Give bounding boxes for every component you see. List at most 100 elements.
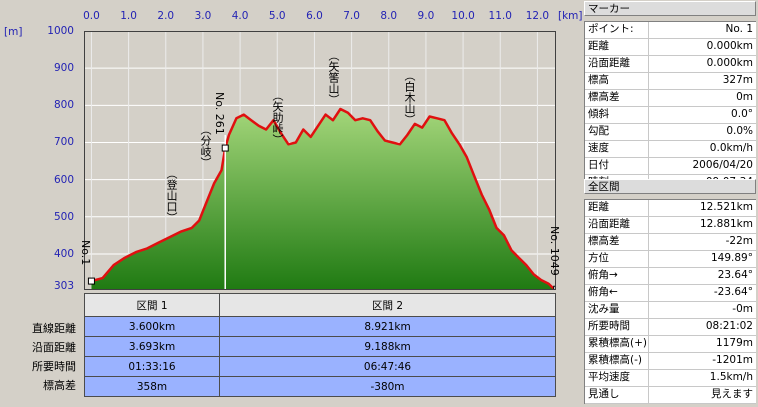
total-key: 累積標高(+) [585,336,649,352]
chart-annotation: No.1 [79,240,92,266]
y-tick-label: 600 [53,173,74,186]
waypoint-marker-1 [221,144,229,152]
total-row: 累積標高(+) 1179m [585,336,756,353]
chart-annotation: （矢助峠） [271,90,284,145]
y-tick-label: 303 [53,280,74,292]
marker-value: No. 1 [725,23,753,35]
marker-value: 0.0km/h [709,142,753,154]
row-label-duration: 所要時間 [32,360,76,373]
y-tick-label: 700 [53,136,74,149]
total-key: 見通し [585,387,649,403]
section-1-header: 区間 1 [84,293,220,317]
section-1-straight-distance: 3.600km [84,316,220,337]
x-tick-label: 6.0 [306,10,323,22]
section-2-elevation-diff: -380m [219,376,556,397]
section-table: 区間 1 区間 2 3.600km 8.921km 3.693km 9.188k… [84,293,556,397]
marker-key: 標高差 [585,90,649,106]
y-tick-label: 1000 [47,25,74,37]
total-row: 見通し 見えます [585,387,756,404]
marker-row: 標高差 0m [585,90,756,107]
total-row: 累積標高(-) -1201m [585,353,756,370]
marker-value: 0.000km [706,57,753,69]
marker-key: 距離 [585,39,649,55]
marker-key: ポイント: [585,22,649,38]
marker-value: 0m [736,91,753,103]
total-value: 見えます [711,388,753,400]
section-2-surface-distance: 9.188km [219,336,556,357]
chart-annotation: No. 1049 [548,226,561,276]
total-key: 所要時間 [585,319,649,335]
chart-annotation: （矢筈山） [327,50,340,105]
section-1-surface-distance: 3.693km [84,336,220,357]
total-value: 08:21:02 [705,320,753,332]
y-tick-label: 400 [53,247,74,260]
y-axis-unit: [m] [4,26,23,38]
section-2-straight-distance: 8.921km [219,316,556,337]
row-label-surface-distance: 沿面距離 [32,341,76,354]
section-2-duration: 06:47:46 [219,356,556,377]
total-row: 方位 149.89° [585,251,756,268]
marker-key: 日付 [585,158,649,174]
marker-row: 距離 0.000km [585,39,756,56]
total-value: 1.5km/h [709,371,753,383]
marker-row: 速度 0.0km/h [585,141,756,158]
marker-key: 標高 [585,73,649,89]
total-row: 沿面距離 12.881km [585,217,756,234]
x-tick-label: 12.0 [525,10,550,22]
total-key: 距離 [585,200,649,216]
marker-row: 沿面距離 0.000km [585,56,756,73]
marker-panel: ポイント: No. 1 距離 0.000km 沿面距離 0.000km 標高 327m 標高差 0… [584,21,756,192]
elevation-profile-chart[interactable] [84,31,556,290]
x-tick-label: 7.0 [343,10,360,22]
waypoint-marker-0 [87,277,95,285]
total-panel: 距離 12.521km 沿面距離 12.881km 標高差 -22m 方位 149.89° 俯角… [584,199,756,404]
row-label-elevation-diff: 標高差 [43,379,76,392]
x-tick-label: 1.0 [120,10,137,22]
total-value: -0m [732,303,753,315]
marker-key: 勾配 [585,124,649,140]
total-key: 平均速度 [585,370,649,386]
marker-row: ポイント: No. 1 [585,22,756,39]
marker-value: 0.0% [726,125,753,137]
marker-row: 標高 327m [585,73,756,90]
x-tick-label: 0.0 [83,10,100,22]
x-tick-label: 9.0 [417,10,435,22]
total-row: 平均速度 1.5km/h [585,370,756,387]
total-value: 149.89° [711,252,753,264]
elevation-area [91,109,556,290]
x-tick-label: 3.0 [194,10,212,22]
x-tick-label: 10.0 [451,10,475,22]
total-key: 累積標高(-) [585,353,649,369]
total-key: 沈み量 [585,302,649,318]
y-tick-label: 500 [53,210,74,223]
total-value: 1179m [716,337,753,349]
marker-row: 傾斜 0.0° [585,107,756,124]
row-label-straight-distance: 直線距離 [32,322,76,335]
total-row: 所要時間 08:21:02 [585,319,756,336]
marker-value: 0.000km [706,40,753,52]
total-row: 俯角← -23.64° [585,285,756,302]
x-tick-label: 8.0 [380,10,398,22]
total-value: 12.521km [699,201,753,213]
total-row: 標高差 -22m [585,234,756,251]
marker-value: 0.0° [731,108,753,120]
y-tick-label: 900 [53,62,74,75]
marker-value: 2006/04/20 [692,159,753,171]
section-2-header: 区間 2 [219,293,556,317]
marker-key: 傾斜 [585,107,649,123]
marker-key: 沿面距離 [585,56,649,72]
total-key: 方位 [585,251,649,267]
elevation-line [91,107,556,290]
marker-value: 327m [722,74,753,86]
x-tick-label: 5.0 [268,10,286,22]
total-key: 俯角← [585,285,649,301]
total-value: -22m [725,235,753,247]
total-value: -1201m [712,354,753,366]
x-tick-label: 4.0 [231,10,249,22]
marker-row: 勾配 0.0% [585,124,756,141]
plot-frame [84,31,556,290]
total-value: -23.64° [713,286,753,298]
total-panel-title: 全区間 [584,179,756,194]
chart-annotation: No. 261 [213,92,226,135]
marker-row: 日付 2006/04/20 [585,158,756,175]
